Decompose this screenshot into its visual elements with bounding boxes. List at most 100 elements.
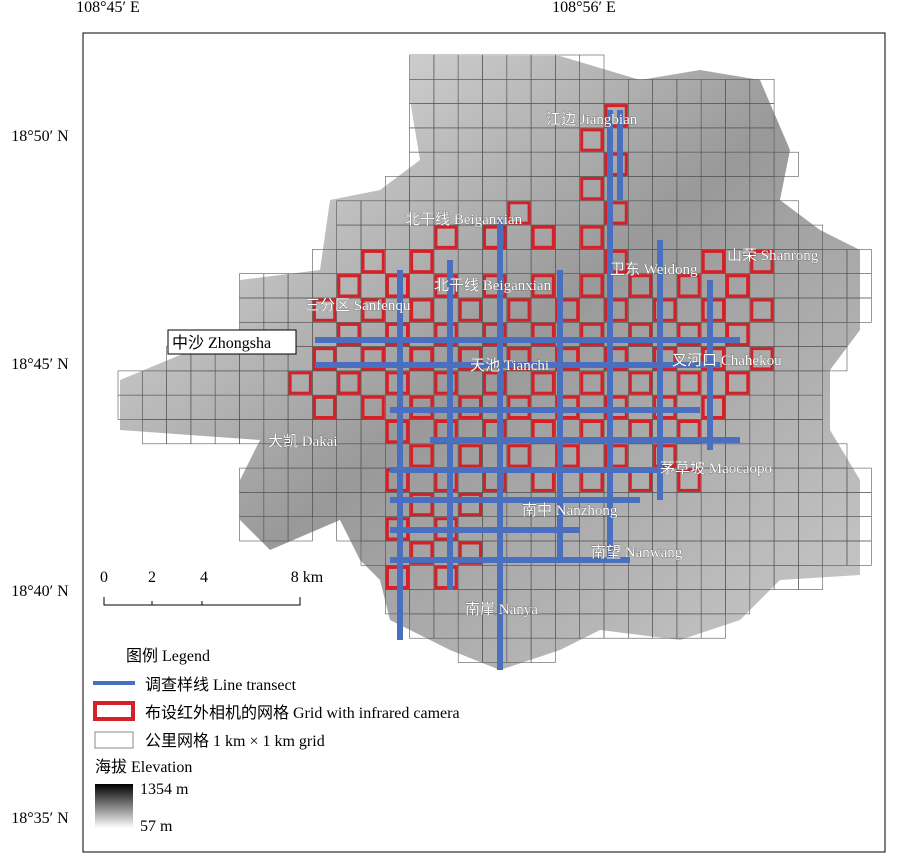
legend-elev-low: 57 m: [140, 818, 173, 835]
lat-label: 18°35′ N: [11, 810, 69, 827]
camera-cell: [604, 347, 628, 371]
place-label: 中沙 Zhongsha: [172, 334, 271, 352]
camera-cell: [604, 444, 628, 468]
camera-cell: [507, 444, 531, 468]
camera-cell: [531, 371, 555, 395]
grid-cell: [846, 540, 872, 566]
legend-elev-high: 1354 m: [140, 781, 189, 798]
camera-cell: [726, 274, 750, 298]
camera-cell: [410, 444, 434, 468]
camera-cell: [312, 347, 337, 371]
camera-cell: [312, 298, 337, 322]
place-label: 叉河口 Chahekou: [672, 352, 782, 369]
camera-cell: [361, 298, 385, 322]
place-label: 大凯 Dakai: [268, 433, 338, 450]
camera-cell: [604, 298, 628, 322]
place-label: 卫东 Weidong: [610, 261, 698, 278]
camera-cell: [483, 371, 507, 395]
camera-cell: [458, 347, 483, 371]
camera-cell: [434, 274, 458, 298]
camera-cell: [677, 371, 701, 395]
camera-cell: [726, 371, 750, 395]
camera-cell: [531, 225, 555, 249]
camera-cell: [677, 274, 701, 298]
label-box: [167, 329, 297, 355]
camera-cell: [288, 371, 312, 395]
grid-cell: [846, 297, 872, 323]
legend-grid: [94, 731, 134, 749]
camera-cell: [628, 322, 653, 347]
camera-cell: [434, 371, 458, 395]
legend-item: 公里网格 1 km × 1 km grid: [145, 732, 325, 750]
scale-label: 4: [200, 569, 208, 586]
place-label: 北干线 Beiganxian: [434, 277, 552, 294]
grid-cell: [287, 516, 313, 542]
camera-cell: [701, 298, 726, 322]
legend-elev-ramp: [95, 784, 133, 828]
camera-cell: [410, 492, 434, 517]
camera-cell: [531, 274, 555, 298]
place-label: 北干线 Beiganxian: [405, 211, 523, 228]
camera-cell: [628, 274, 653, 298]
camera-cell: [580, 274, 604, 298]
place-label: 江边 Jiangbian: [546, 111, 638, 128]
camera-cell: [458, 541, 483, 565]
camera-cell: [531, 322, 555, 347]
camera-cell: [434, 565, 458, 590]
place-label: 南望 Nanwang: [591, 544, 683, 561]
camera-cell: [434, 322, 458, 347]
place-label: 茅草坡 Maocaopo: [660, 460, 772, 477]
grid-cell: [822, 346, 848, 372]
lat-label: 18°45′ N: [11, 356, 69, 373]
camera-cell: [677, 322, 701, 347]
camera-cell: [604, 249, 628, 274]
camera-cell: [701, 395, 726, 420]
camera-cell: [410, 347, 434, 371]
camera-cell: [653, 298, 677, 322]
camera-cell: [483, 322, 507, 347]
legend-item: 调查样线 Line transect: [145, 676, 297, 694]
camera-cell: [458, 444, 483, 468]
camera-cell: [726, 322, 750, 347]
camera-cell: [677, 468, 701, 492]
scale-bar: [103, 597, 301, 606]
camera-cell: [337, 371, 361, 395]
camera-cell: [458, 298, 483, 322]
camera-cell: [701, 347, 726, 371]
camera-cell: [361, 395, 385, 420]
grid-cell: [798, 564, 824, 590]
camera-cell: [410, 249, 434, 274]
lon-label: 108°56′ E: [552, 0, 616, 16]
camera-cell: [483, 225, 507, 249]
transects: [315, 110, 740, 670]
camera-cell: [580, 322, 604, 347]
camera-cell: [580, 177, 604, 201]
lat-label: 18°40′ N: [11, 583, 69, 600]
lat-label: 18°50′ N: [11, 128, 69, 145]
camera-cell: [361, 249, 385, 274]
scale-label: 8 km: [291, 569, 324, 586]
lon-label: 108°45′ E: [76, 0, 140, 16]
labels: 江边 Jiangbian 北干线 Beiganxian 山荣 Shanrong 卫东 …: [167, 111, 819, 618]
grid-cell: [700, 613, 726, 639]
camera-cell: [410, 298, 434, 322]
camera-cell: [410, 541, 434, 565]
camera-cell: [337, 274, 361, 298]
camera-cell: [580, 225, 604, 249]
place-label: 三分区 Sanfenqu: [305, 297, 411, 314]
camera-cell: [507, 347, 531, 371]
camera-cell: [604, 104, 628, 128]
grid-cell: [530, 637, 556, 663]
camera-cell: [312, 395, 337, 420]
camera-cell: [337, 322, 361, 347]
camera-cell: [750, 347, 774, 371]
camera-cell: [507, 201, 531, 225]
camera-cell: [653, 347, 677, 371]
camera-cell: [361, 347, 385, 371]
grid-cell: [773, 151, 799, 177]
camera-cell: [750, 298, 774, 322]
camera-cell: [750, 249, 774, 274]
legend-elev-title: 海拔 Elevation: [95, 758, 192, 776]
camera-cell: [580, 371, 604, 395]
